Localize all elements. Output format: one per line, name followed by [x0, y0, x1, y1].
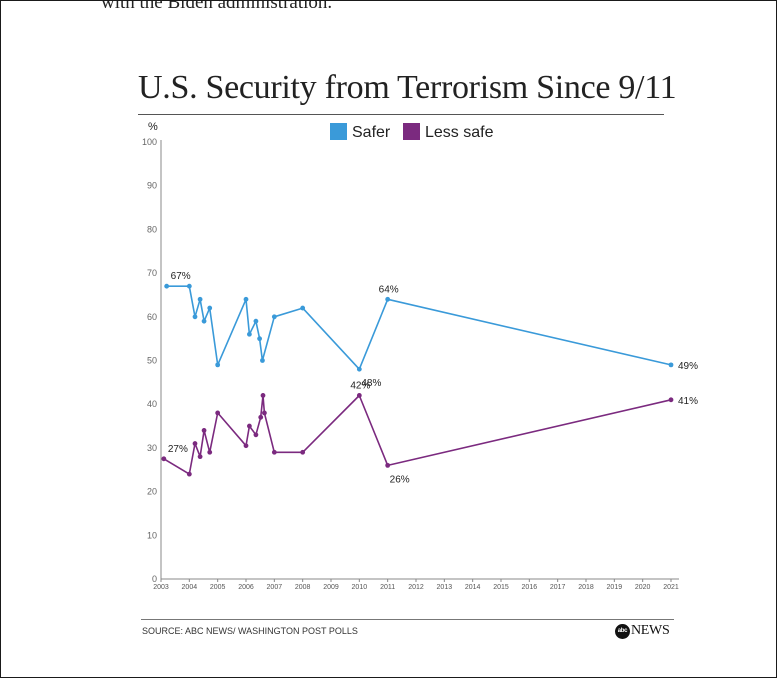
chart-title: U.S. Security from Terrorism Since 9/11 [138, 69, 677, 106]
data-point [253, 432, 259, 438]
data-point [385, 296, 391, 302]
legend-swatch [403, 123, 420, 140]
x-tick-label: 2017 [550, 584, 566, 591]
data-point [207, 305, 213, 311]
y-axis-label: % [148, 121, 158, 133]
legend-label: Less safe [425, 124, 494, 141]
data-point [300, 449, 306, 455]
data-point [186, 283, 192, 289]
footer-divider [141, 619, 674, 620]
data-point [247, 423, 252, 429]
series-line [166, 285, 672, 371]
data-point [207, 449, 213, 455]
data-point [271, 314, 277, 320]
data-label: 49% [678, 361, 698, 372]
y-tick-label: 50 [147, 356, 157, 366]
data-label: 27% [168, 444, 188, 455]
x-tick-label: 2018 [578, 584, 594, 591]
x-tick-label: 2005 [210, 584, 226, 591]
data-point [186, 471, 192, 477]
x-tick-label: 2010 [352, 584, 368, 591]
y-tick-label: 100 [142, 137, 157, 147]
data-label: 48% [361, 378, 381, 389]
legend-label: Safer [352, 124, 391, 141]
data-point [243, 296, 249, 302]
x-tick-label: 2012 [408, 584, 424, 591]
data-point [257, 336, 262, 342]
legend-swatch [330, 123, 347, 140]
x-tick-label: 2007 [267, 584, 283, 591]
series-line [163, 394, 672, 475]
data-point [385, 462, 391, 468]
abc-logo-mark: abc [615, 623, 630, 639]
y-tick-label: 20 [147, 487, 157, 497]
data-point [201, 428, 207, 433]
data-point [192, 441, 198, 446]
article-text-line: with the Biden administration. [101, 0, 333, 13]
data-point [197, 296, 203, 302]
data-point [260, 393, 266, 398]
data-point [243, 443, 249, 449]
x-tick-label: 2008 [295, 584, 311, 591]
y-tick-label: 90 [147, 181, 157, 191]
data-label: 26% [390, 474, 410, 485]
brand-wordmark: NEWS [631, 623, 670, 638]
x-tick-label: 2009 [323, 584, 339, 591]
x-tick-label: 2015 [493, 584, 509, 591]
data-point [192, 314, 198, 320]
data-label: 64% [379, 284, 399, 295]
x-tick-label: 2020 [635, 584, 651, 591]
data-point [253, 318, 259, 324]
data-point [201, 318, 207, 324]
x-tick-label: 2006 [238, 584, 254, 591]
data-point [668, 362, 674, 368]
data-label: 42% [350, 380, 370, 391]
x-tick-label: 2004 [182, 584, 198, 591]
data-point [356, 366, 362, 372]
data-point [161, 456, 167, 462]
x-tick-label: 2016 [522, 584, 538, 591]
y-tick-label: 10 [147, 530, 157, 540]
data-point [215, 410, 221, 416]
data-point [197, 454, 203, 460]
data-point [215, 362, 221, 368]
x-tick-label: 2003 [153, 584, 169, 591]
data-point [164, 283, 170, 289]
y-tick-label: 30 [147, 443, 157, 453]
y-tick-label: 0 [152, 574, 157, 584]
y-tick-label: 80 [147, 224, 157, 234]
y-tick-label: 70 [147, 268, 157, 278]
abc-news-logo: abc NEWS [615, 622, 670, 640]
x-tick-label: 2011 [380, 584, 395, 591]
data-label: 41% [678, 396, 698, 407]
data-point [271, 449, 277, 455]
data-point [356, 393, 362, 398]
source-note: SOURCE: ABC NEWS/ WASHINGTON POST POLLS [142, 626, 358, 636]
x-tick-label: 2013 [437, 584, 453, 591]
data-label: 67% [171, 271, 191, 282]
data-point [300, 305, 306, 311]
data-point [247, 331, 252, 337]
y-tick-label: 40 [147, 399, 157, 409]
y-tick-label: 60 [147, 312, 157, 322]
data-point [260, 358, 265, 363]
data-point [258, 414, 264, 420]
data-point [668, 397, 674, 403]
data-point [262, 410, 267, 416]
x-tick-label: 2014 [465, 584, 481, 591]
x-tick-label: 2019 [607, 584, 623, 591]
title-divider [138, 114, 664, 115]
x-tick-label: 2021 [663, 584, 679, 591]
